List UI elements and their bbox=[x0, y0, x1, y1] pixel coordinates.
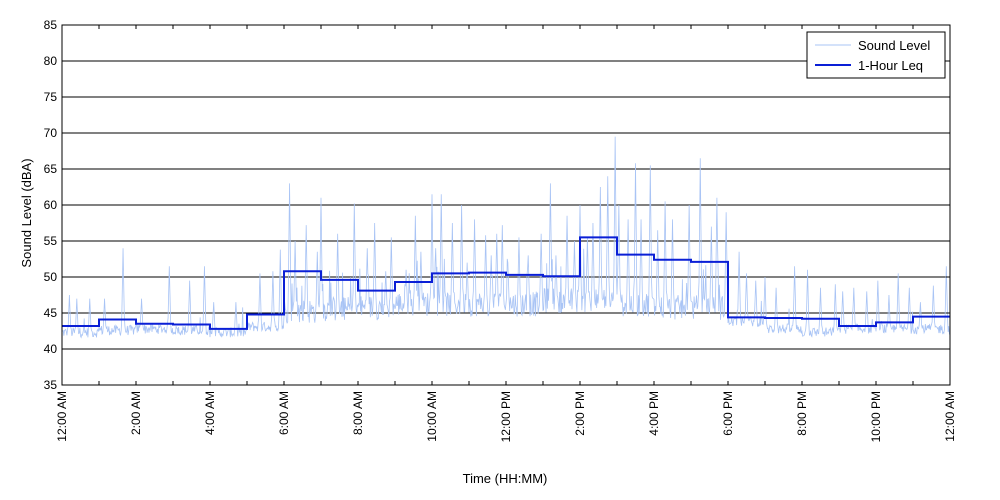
y-tick-label: 35 bbox=[44, 378, 58, 392]
x-tick-label: 12:00 PM bbox=[499, 391, 513, 442]
legend-entry: Sound Level bbox=[858, 38, 930, 53]
x-tick-label: 10:00 PM bbox=[869, 391, 883, 442]
x-tick-label: 4:00 AM bbox=[203, 391, 217, 435]
legend-box bbox=[806, 31, 946, 79]
gridlines bbox=[62, 60, 950, 350]
x-tick-label: 2:00 PM bbox=[573, 391, 587, 436]
x-tick-label: 4:00 PM bbox=[647, 391, 661, 436]
sound-level-series-line bbox=[61, 136, 951, 339]
x-tick-label: 8:00 AM bbox=[351, 391, 365, 435]
y-axis-title: Sound Level (dBA) bbox=[19, 158, 34, 267]
x-tick-label: 10:00 AM bbox=[425, 391, 439, 442]
x-tick-label: 8:00 PM bbox=[795, 391, 809, 436]
leq-series-line bbox=[62, 236, 950, 330]
y-tick-label: 60 bbox=[44, 198, 58, 212]
y-tick-label: 55 bbox=[44, 234, 58, 248]
x-tick-label: 2:00 AM bbox=[129, 391, 143, 435]
x-axis-title: Time (HH:MM) bbox=[463, 471, 548, 486]
x-tick-label: 12:00 AM bbox=[943, 391, 957, 442]
x-tick-label: 6:00 AM bbox=[277, 391, 291, 435]
legend: Sound Level 1-Hour Leq bbox=[806, 31, 946, 79]
legend-entry: 1-Hour Leq bbox=[858, 58, 923, 73]
y-tick-label: 85 bbox=[44, 18, 58, 32]
axes bbox=[61, 24, 951, 386]
y-tick-label: 70 bbox=[44, 126, 58, 140]
y-tick-label: 45 bbox=[44, 306, 58, 320]
y-tick-label: 65 bbox=[44, 162, 58, 176]
x-tick-labels: 12:00 AM 2:00 AM 4:00 AM 6:00 AM 8:00 AM 10:0… bbox=[55, 391, 957, 442]
series-layer bbox=[61, 136, 951, 339]
y-tick-label: 50 bbox=[44, 270, 58, 284]
y-tick-label: 40 bbox=[44, 342, 58, 356]
y-tick-label: 75 bbox=[44, 90, 58, 104]
x-tick-label: 12:00 AM bbox=[55, 391, 69, 442]
y-tick-labels: 35 40 45 50 55 60 65 70 75 80 85 bbox=[44, 18, 58, 392]
x-tick-label: 6:00 PM bbox=[721, 391, 735, 436]
y-tick-label: 80 bbox=[44, 54, 58, 68]
